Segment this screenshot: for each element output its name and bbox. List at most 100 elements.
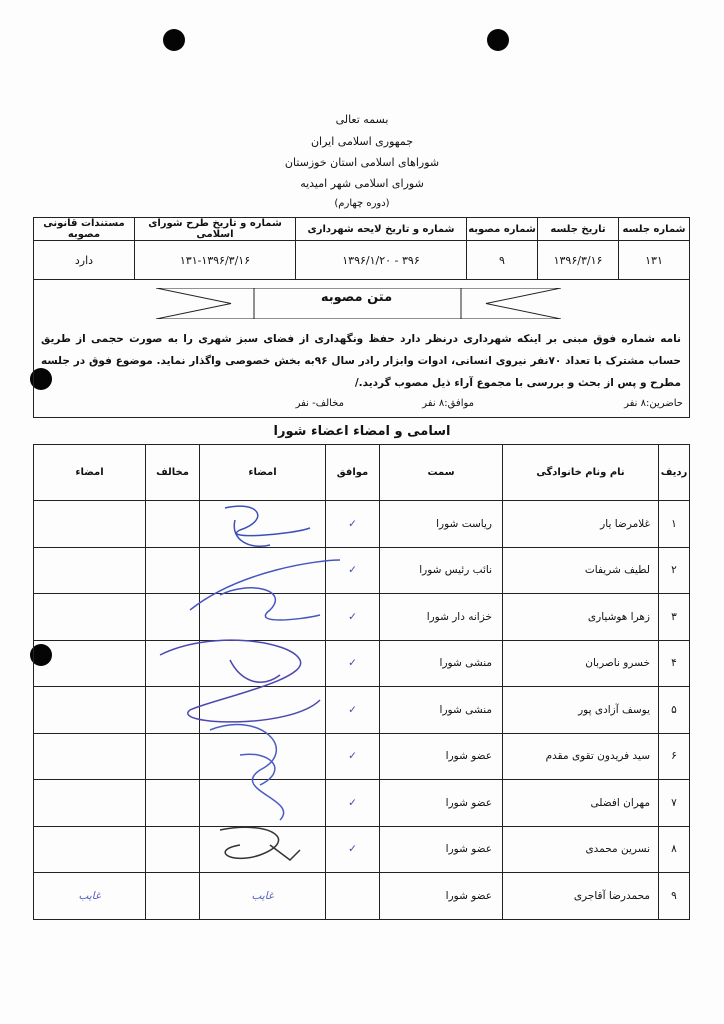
col-header: شماره مصوبه: [466, 217, 538, 241]
agree-mark: ✓: [325, 593, 380, 641]
row-number: ۴: [658, 639, 690, 687]
row-number: ۸: [658, 825, 690, 873]
member-name: زهرا هوشیاری: [502, 593, 659, 641]
agree-mark: ✓: [325, 500, 380, 548]
resolution-number: ۹: [466, 240, 538, 280]
member-name: لطیف شریفات: [502, 546, 659, 594]
member-role: عضو شورا: [379, 732, 503, 780]
oppose-mark: [145, 825, 200, 873]
signature-cell: [199, 593, 326, 641]
table-row: ۹ محمدرضا آقاجری عضو شورا غایب غایب: [33, 872, 690, 920]
agree-mark: ✓: [325, 825, 380, 873]
punch-hole: [487, 29, 509, 51]
signature-cell-2: [33, 686, 146, 734]
legal-documents: دارد: [33, 240, 135, 280]
table-row: ۴ خسرو ناصربان منشی شورا ✓: [33, 639, 690, 687]
signature-cell-2: [33, 825, 146, 873]
col-header: مستندات قانونی مصوبه: [33, 217, 135, 241]
signature-cell-2: [33, 546, 146, 594]
signature-cell-2: غایب: [33, 872, 146, 920]
col-header: امضاء: [33, 444, 146, 501]
session-date: ۱۳۹۶/۳/۱۶: [537, 240, 619, 280]
signature-cell: [199, 686, 326, 734]
member-role: منشی شورا: [379, 686, 503, 734]
agree-mark: ✓: [325, 779, 380, 827]
agree-mark: ✓: [325, 686, 380, 734]
signature-cell-2: [33, 732, 146, 780]
signature-cell-2: [33, 500, 146, 548]
member-role: عضو شورا: [379, 779, 503, 827]
oppose-mark: [145, 779, 200, 827]
col-header: شماره جلسه: [618, 217, 690, 241]
table-row: ۷ مهران افضلی عضو شورا ✓: [33, 779, 690, 827]
bill-number-date: ۳۹۶ - ۱۳۹۶/۱/۲۰: [295, 240, 467, 280]
member-name: محمدرضا آقاجری: [502, 872, 659, 920]
oppose-mark: [145, 546, 200, 594]
banner-ribbon: [156, 288, 561, 319]
signature-cell: [199, 825, 326, 873]
signature-cell: [199, 500, 326, 548]
signature-cell-2: [33, 779, 146, 827]
punch-hole: [30, 368, 52, 390]
oppose-mark: [145, 872, 200, 920]
signature-cell: [199, 639, 326, 687]
session-number: ۱۳۱: [618, 240, 690, 280]
oppose-mark: [145, 732, 200, 780]
session-table: شماره جلسه تاریخ جلسه شماره مصوبه شماره …: [33, 217, 690, 280]
row-number: ۱: [658, 500, 690, 548]
member-name: نسرین محمدی: [502, 825, 659, 873]
header-line: شورای اسلامی شهر امیدیه: [300, 177, 424, 190]
agree-mark: ✓: [325, 546, 380, 594]
oppose-mark: [145, 593, 200, 641]
col-header: موافق: [325, 444, 380, 501]
oppose-count: مخالف- نفر: [295, 398, 344, 409]
signature-cell: [199, 779, 326, 827]
row-number: ۷: [658, 779, 690, 827]
signature-cell: [199, 546, 326, 594]
col-header: مخالف: [145, 444, 200, 501]
agree-mark: ✓: [325, 639, 380, 687]
table-row: ۲ لطیف شریفات نائب رئیس شورا ✓: [33, 546, 690, 594]
header-line: جمهوری اسلامی ایران: [310, 135, 414, 148]
col-header: امضاء: [199, 444, 326, 501]
col-header: ردیف: [658, 444, 690, 501]
header-line: بسمه تعالی: [335, 113, 389, 126]
member-role: عضو شورا: [379, 825, 503, 873]
row-number: ۵: [658, 686, 690, 734]
resolution-title: متن مصوبه: [320, 290, 393, 305]
member-name: مهران افضلی: [502, 779, 659, 827]
member-role: منشی شورا: [379, 639, 503, 687]
member-name: خسرو ناصربان: [502, 639, 659, 687]
table-row: ۵ یوسف آزادی پور منشی شورا ✓: [33, 686, 690, 734]
col-header: شماره و تاریخ لایحه شهرداری: [295, 217, 467, 241]
col-header: تاریخ جلسه: [537, 217, 619, 241]
row-number: ۲: [658, 546, 690, 594]
table-row: ۳ زهرا هوشیاری خزانه دار شورا ✓: [33, 593, 690, 641]
members-table: ردیف نام ونام خانوادگی سمت موافق امضاء م…: [33, 444, 690, 920]
col-header: سمت: [379, 444, 503, 501]
plan-number-date: ۱۳۱-۱۳۹۶/۳/۱۶: [134, 240, 296, 280]
members-title: اسامی و امضاء اعضاء شورا: [273, 424, 451, 439]
oppose-mark: [145, 686, 200, 734]
present-count: حاضرین:۸ نفر: [624, 398, 683, 409]
header-line: شوراهای اسلامی استان خوزستان: [284, 156, 440, 169]
member-role: خزانه دار شورا: [379, 593, 503, 641]
signature-cell-2: [33, 639, 146, 687]
member-role: ریاست شورا: [379, 500, 503, 548]
row-number: ۳: [658, 593, 690, 641]
agree-mark: [325, 872, 380, 920]
resolution-box: متن مصوبه نامه شماره فوق مبنی بر اینکه ش…: [33, 276, 690, 418]
oppose-mark: [145, 500, 200, 548]
signature-cell: [199, 732, 326, 780]
agree-count: موافق:۸ نفر: [422, 398, 474, 409]
col-header: شماره و تاریخ طرح شورای اسلامی: [134, 217, 296, 241]
header-line: (دوره چهارم): [334, 198, 390, 209]
oppose-mark: [145, 639, 200, 687]
col-header: نام ونام خانوادگی: [502, 444, 659, 501]
row-number: ۶: [658, 732, 690, 780]
signature-cell: غایب: [199, 872, 326, 920]
table-row: ۱ غلامرضا یار ریاست شورا ✓: [33, 500, 690, 548]
member-role: عضو شورا: [379, 872, 503, 920]
member-role: نائب رئیس شورا: [379, 546, 503, 594]
